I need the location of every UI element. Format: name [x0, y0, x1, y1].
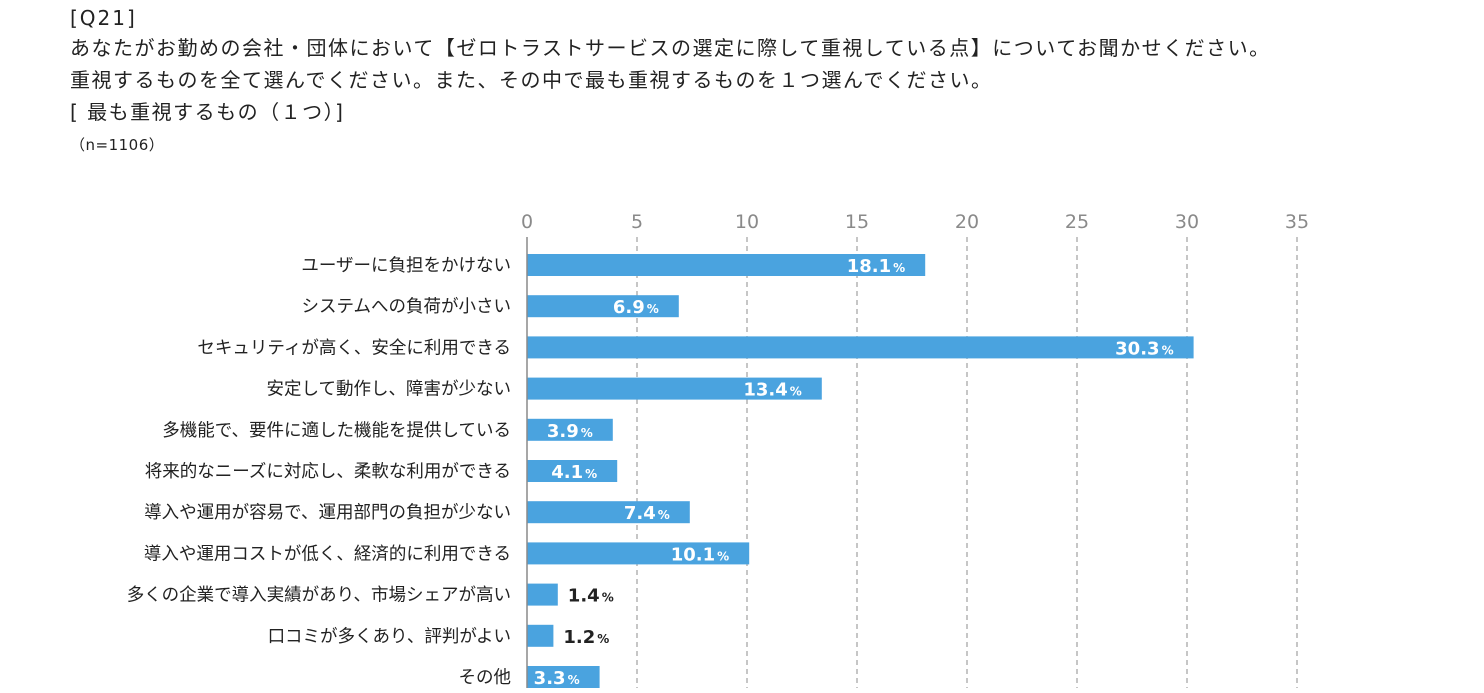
category-label: 口コミが多くあり、評判がよい — [268, 627, 511, 647]
question-id: [Q21] — [70, 6, 137, 30]
bar — [527, 377, 822, 400]
value-label: 3.9% — [547, 421, 593, 442]
x-axis-ticks: 0 5 10 15 20 25 30 35 — [521, 211, 1309, 233]
value-label: 30.3% — [1115, 338, 1173, 359]
question-line-2: 重視するものを全て選んでください。また、その中で最も重視するものを１つ選んでくだ… — [70, 68, 993, 92]
bar — [527, 254, 926, 276]
value-label: 7.4% — [624, 503, 670, 524]
value-label: 1.4% — [568, 586, 614, 607]
x-tick-label: 20 — [955, 211, 979, 233]
x-tick-label: 25 — [1065, 211, 1089, 233]
bar — [527, 542, 750, 565]
question-line-3: [ 最も重視するもの（１つ）] — [70, 100, 345, 124]
bar — [527, 460, 618, 482]
value-label: 10.1% — [671, 544, 729, 565]
chart-bars — [527, 254, 1194, 688]
category-label: 導入や運用コストが低く、経済的に利用できる — [144, 544, 511, 564]
value-labels: 18.1 % 6.9 % 30.3 % 13.4 % 3.9 % 4.1 % 7.4 %10.1 % 1.4%… — [534, 256, 1174, 689]
category-label: システムへの負荷が小さい — [302, 297, 511, 317]
value-label: 3.3% — [534, 668, 580, 689]
x-tick-label: 35 — [1285, 211, 1309, 233]
bar — [527, 666, 600, 688]
bar — [527, 418, 613, 441]
bar — [527, 295, 679, 318]
category-label: ユーザーに負担をかけない — [301, 256, 511, 276]
category-label: 多機能で、要件に適した機能を提供している — [162, 421, 511, 441]
category-labels: ユーザーに負担をかけないシステムへの負荷が小さいセキュリティが高く、安全に利用で… — [127, 256, 511, 688]
question-block: [Q21] あなたがお勤めの会社・団体において【ゼロトラストサービスの選定に際し… — [70, 4, 1480, 158]
sample-size: （n=1106） — [70, 136, 165, 154]
question-line-1: あなたがお勤めの会社・団体において【ゼロトラストサービスの選定に際して重視してい… — [70, 36, 1271, 60]
bar — [527, 501, 690, 524]
value-label: 18.1% — [847, 256, 905, 277]
x-tick-label: 30 — [1175, 211, 1199, 233]
category-label: その他 — [459, 668, 512, 688]
value-label: 4.1% — [551, 462, 597, 483]
bar — [527, 583, 558, 606]
x-tick-label: 0 — [521, 211, 533, 233]
category-label: 将来的なニーズに対応し、柔軟な利用ができる — [145, 462, 511, 482]
category-label: 導入や運用が容易で、運用部門の負担が少ない — [144, 503, 511, 523]
category-label: セキュリティが高く、安全に利用できる — [197, 338, 511, 358]
value-label: 13.4% — [743, 380, 801, 401]
x-tick-label: 15 — [845, 211, 869, 233]
bar — [527, 336, 1194, 359]
bar — [527, 624, 554, 647]
x-tick-label: 10 — [735, 211, 759, 233]
category-label: 安定して動作し、障害が少ない — [267, 380, 511, 400]
category-label: 多くの企業で導入実績があり、市場シェアが高い — [127, 586, 511, 606]
x-tick-label: 5 — [631, 211, 643, 233]
value-label: 6.9% — [613, 297, 659, 318]
chart-gridlines — [636, 237, 1298, 688]
value-label: 1.2% — [563, 627, 609, 648]
